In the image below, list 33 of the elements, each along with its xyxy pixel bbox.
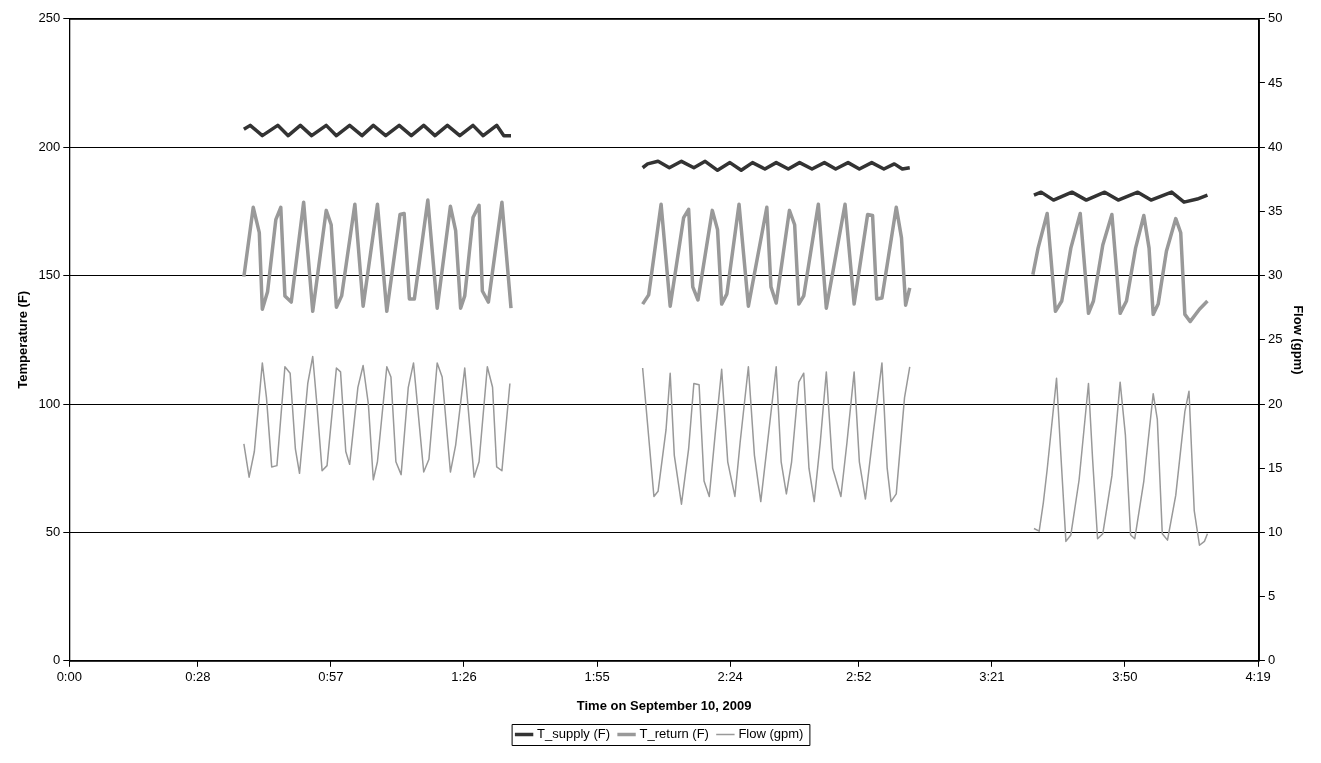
y2-axis-title: Flow (gpm) bbox=[1290, 305, 1306, 375]
x-tick-label: 0:57 bbox=[318, 669, 344, 685]
x-tick-label: 2:24 bbox=[717, 669, 743, 685]
x-tick-label: 3:21 bbox=[979, 669, 1005, 685]
y2-tick-label: 30 bbox=[1267, 267, 1283, 283]
legend-label: T_return (F) bbox=[639, 726, 709, 742]
y2-tick-label: 0 bbox=[1267, 652, 1276, 668]
y2-tick-label: 25 bbox=[1267, 331, 1283, 347]
y-tick-label: 100 bbox=[38, 395, 61, 411]
x-tick-label: 1:55 bbox=[584, 669, 610, 685]
legend-label: T_supply (F) bbox=[537, 726, 611, 742]
y2-tick-label: 50 bbox=[1267, 10, 1283, 26]
y-tick-label: 250 bbox=[38, 10, 61, 26]
y2-tick-label: 15 bbox=[1267, 459, 1283, 475]
y-tick-label: 50 bbox=[45, 523, 61, 539]
y2-tick-label: 10 bbox=[1267, 523, 1283, 539]
y2-tick-label: 35 bbox=[1267, 202, 1283, 218]
y-tick-label: 200 bbox=[38, 138, 61, 154]
y2-tick-label: 5 bbox=[1267, 588, 1276, 604]
y-tick-label: 0 bbox=[53, 652, 61, 668]
y2-tick-label: 45 bbox=[1267, 74, 1283, 90]
x-tick-label: 1:26 bbox=[451, 669, 477, 685]
x-tick-label: 2:52 bbox=[846, 669, 872, 685]
x-tick-label: 0:28 bbox=[185, 669, 211, 685]
y2-tick-label: 20 bbox=[1267, 395, 1283, 411]
x-tick-label: 4:19 bbox=[1245, 669, 1271, 685]
x-tick-label: 0:00 bbox=[56, 669, 82, 685]
x-axis-title: Time on September 10, 2009 bbox=[576, 697, 752, 713]
y2-tick-label: 40 bbox=[1267, 138, 1283, 154]
x-tick-label: 3:50 bbox=[1112, 669, 1138, 685]
legend-label: Flow (gpm) bbox=[738, 726, 804, 742]
y-tick-label: 150 bbox=[38, 267, 61, 283]
y-axis-title: Temperature (F) bbox=[15, 290, 31, 389]
